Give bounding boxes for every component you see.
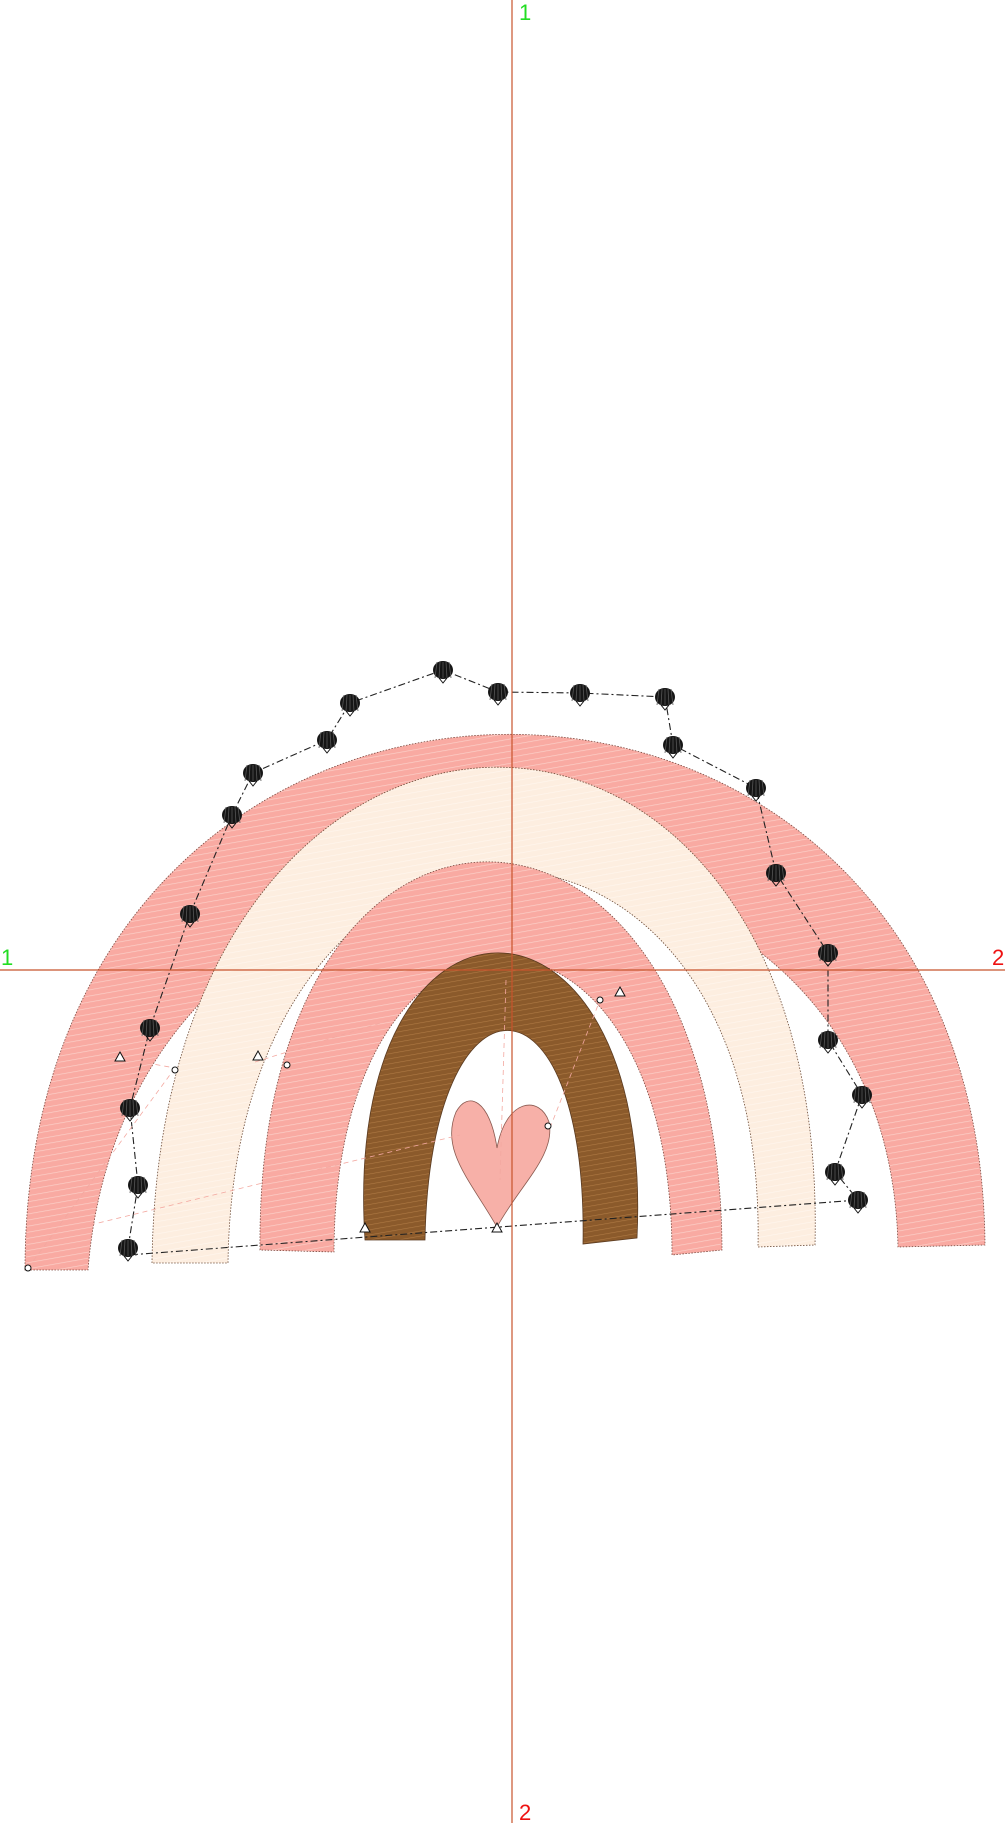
triangle-marker-icon	[359, 1221, 371, 1233]
brown-band[interactable]	[363, 952, 639, 1245]
axis-label-left: 1	[1, 945, 14, 970]
shell-icon	[818, 944, 838, 967]
shell-icon	[488, 683, 508, 706]
shell-icon	[663, 736, 683, 759]
travel-lines	[27, 979, 601, 1269]
shell-icon	[340, 694, 360, 717]
shell-icon	[433, 661, 453, 684]
triangle-marker-icon	[614, 985, 626, 997]
shell-icon	[655, 688, 675, 711]
shell-icon	[766, 864, 786, 887]
shell-icon	[120, 1099, 140, 1122]
shell-icon	[222, 806, 242, 829]
shell-icon	[825, 1163, 845, 1186]
circle-marker-icon	[171, 1066, 179, 1074]
circle-marker-icon	[596, 996, 604, 1004]
stitch-markers	[24, 985, 626, 1272]
axis-label-right: 2	[992, 945, 1005, 970]
shell-icon	[118, 1239, 138, 1262]
triangle-marker-icon	[114, 1050, 126, 1062]
circle-marker-icon	[24, 1264, 32, 1272]
shell-motifs	[118, 661, 872, 1262]
axis-label-top: 1	[519, 0, 532, 25]
axis-label-bottom: 2	[519, 1800, 532, 1825]
triangle-marker-icon	[252, 1049, 264, 1061]
shell-icon	[180, 905, 200, 928]
shell-icon	[243, 764, 263, 787]
inner-pink-band[interactable]	[259, 861, 723, 1256]
circle-marker-icon	[283, 1061, 291, 1069]
shell-icon	[818, 1031, 838, 1054]
shell-icon	[746, 779, 766, 802]
shell-icon	[128, 1176, 148, 1199]
shell-icon	[570, 684, 590, 707]
circle-marker-icon	[544, 1122, 552, 1130]
shell-icon	[848, 1191, 868, 1214]
triangle-marker-icon	[491, 1221, 503, 1233]
shell-icon	[852, 1086, 872, 1109]
shell-icon	[140, 1019, 160, 1042]
shell-icon	[317, 731, 337, 754]
